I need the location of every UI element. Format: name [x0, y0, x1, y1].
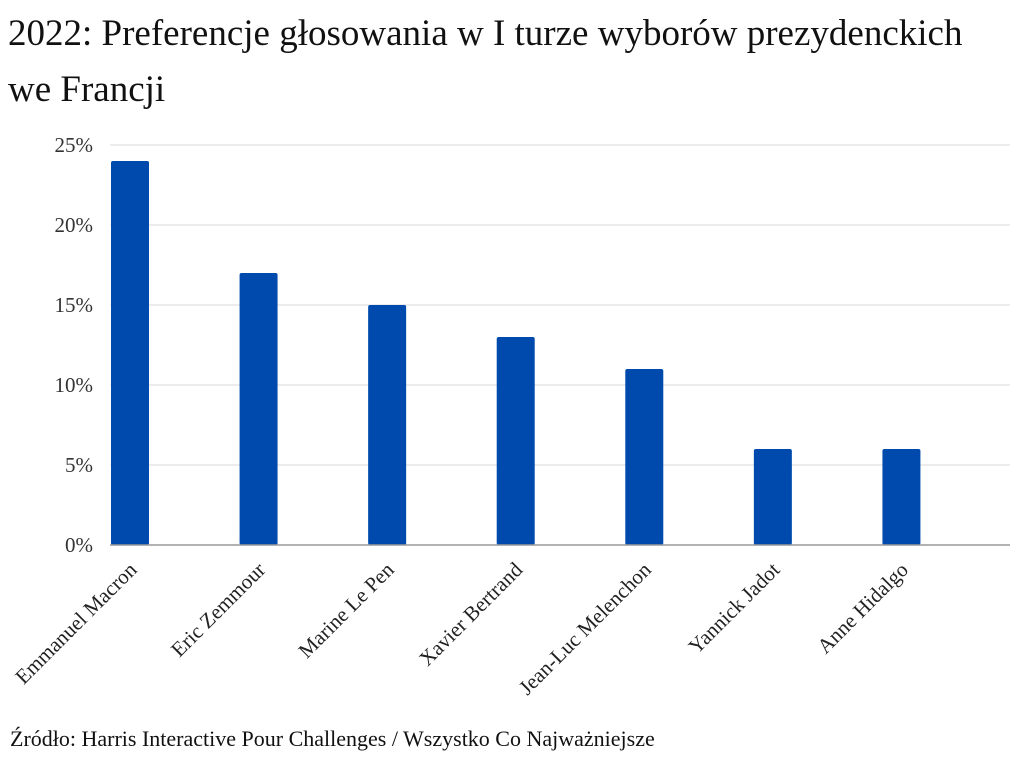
bar [753, 449, 792, 545]
x-tick-label: Yannick Jadot [684, 557, 785, 658]
y-tick-label: 10% [55, 373, 94, 397]
x-axis-labels: Emmanuel Macron Eric Zemmour Marine Le Pen… [10, 557, 913, 699]
y-tick-label: 20% [55, 213, 94, 237]
y-axis-ticks: 0% 5% 10% 15% 20% 25% [55, 133, 94, 557]
bar [368, 305, 407, 545]
bar [882, 449, 921, 545]
bar [111, 161, 149, 545]
x-tick-label: Anne Hidalgo [812, 558, 913, 659]
x-tick-label: Eric Zemmour [166, 558, 270, 662]
bars [111, 161, 921, 545]
y-tick-label: 15% [55, 293, 94, 317]
chart-title: 2022: Preferencje głosowania w I turze w… [8, 13, 963, 110]
x-tick-label: Jean-Luc Melenchon [514, 557, 656, 699]
y-tick-label: 25% [55, 133, 94, 157]
y-tick-label: 5% [65, 453, 93, 477]
bar [239, 273, 278, 545]
source-note: Źródło: Harris Interactive Pour Challeng… [10, 726, 655, 751]
bar [625, 369, 664, 545]
x-tick-label: Marine Le Pen [293, 557, 399, 663]
y-tick-label: 0% [65, 533, 93, 557]
x-tick-label: Emmanuel Macron [10, 557, 142, 689]
bar [496, 337, 535, 545]
x-tick-label: Xavier Bertrand [414, 557, 527, 670]
